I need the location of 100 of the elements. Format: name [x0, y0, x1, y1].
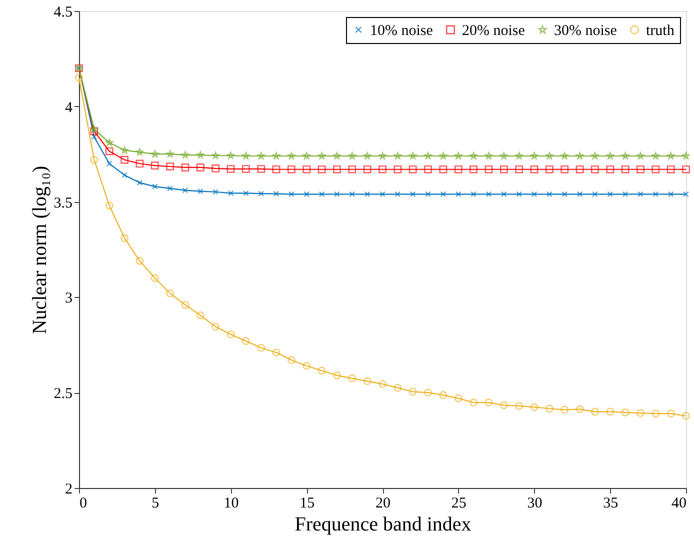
- point: [105, 202, 114, 210]
- point: [91, 134, 98, 140]
- point: [546, 152, 554, 160]
- legend-label: 20% noise: [462, 22, 526, 39]
- point: [394, 152, 402, 160]
- point: [486, 191, 492, 198]
- legend-label: 30% noise: [554, 22, 618, 39]
- point: [334, 191, 340, 198]
- point: [515, 152, 523, 160]
- point: [652, 410, 660, 418]
- x-tick-label: 35: [603, 496, 618, 512]
- point: [212, 188, 218, 195]
- point: [683, 191, 689, 198]
- point: [318, 366, 326, 375]
- point: [166, 150, 174, 158]
- point: [120, 234, 128, 242]
- point: [682, 412, 690, 420]
- point: [288, 191, 294, 198]
- point: [90, 127, 98, 136]
- point: [424, 165, 432, 174]
- point: [606, 152, 614, 160]
- point: [515, 165, 523, 174]
- point: [591, 152, 599, 160]
- point: [212, 152, 220, 159]
- point: [288, 165, 296, 174]
- y-tick-label: 2: [65, 482, 72, 498]
- point: [318, 152, 326, 160]
- point: [439, 165, 448, 174]
- point: [166, 162, 174, 170]
- point: [198, 188, 204, 194]
- point: [470, 152, 478, 160]
- point: [226, 165, 235, 173]
- point: [212, 164, 220, 172]
- point: [546, 191, 552, 198]
- point: [106, 138, 114, 146]
- point: [470, 398, 478, 406]
- point: [484, 152, 492, 160]
- point: [304, 191, 310, 198]
- point: [454, 394, 462, 402]
- point: [257, 165, 266, 173]
- point: [181, 151, 189, 158]
- point: [152, 184, 158, 190]
- point: [378, 152, 386, 160]
- point: [257, 152, 265, 160]
- point: [167, 186, 173, 192]
- point: [318, 191, 325, 198]
- x-tick-label: 5: [152, 496, 160, 512]
- point: [484, 398, 493, 406]
- point: [682, 165, 690, 174]
- point: [257, 344, 266, 352]
- point: [530, 403, 538, 411]
- point: [576, 152, 584, 160]
- point: [636, 409, 644, 417]
- point: [560, 152, 568, 160]
- point: [682, 152, 690, 160]
- x-tick-label: 40: [672, 496, 686, 512]
- point: [394, 384, 402, 392]
- point: [500, 401, 508, 410]
- point: [454, 152, 462, 160]
- y-tick-label: 2.5: [54, 386, 72, 402]
- point: [348, 165, 356, 174]
- point: [348, 152, 356, 160]
- point: [606, 408, 614, 416]
- y-tick-label: 4.5: [54, 4, 72, 20]
- point: [363, 165, 372, 174]
- point: [546, 165, 554, 174]
- x-tick-label: 0: [80, 496, 87, 512]
- y-axis-title: Nuclear norm (log₁₀): [28, 166, 51, 334]
- point: [151, 150, 159, 158]
- point: [242, 337, 250, 345]
- x-tick-label: 30: [527, 496, 542, 512]
- point: [621, 165, 630, 174]
- point: [333, 372, 341, 380]
- point: [349, 191, 356, 198]
- y-tick-label: 3.5: [54, 195, 72, 212]
- point: [242, 165, 250, 173]
- point: [440, 191, 446, 198]
- point: [501, 191, 507, 198]
- point: [302, 165, 311, 174]
- point: [666, 410, 675, 418]
- point: [470, 165, 478, 174]
- point: [150, 274, 159, 282]
- point: [378, 165, 386, 174]
- point: [530, 165, 538, 174]
- point: [439, 152, 447, 160]
- point: [196, 151, 204, 158]
- point: [181, 164, 190, 172]
- point: [484, 165, 493, 174]
- point: [380, 191, 386, 198]
- point: [226, 330, 235, 338]
- legend-label: truth: [646, 22, 675, 39]
- point: [667, 152, 675, 160]
- point: [243, 190, 249, 196]
- point: [122, 172, 128, 178]
- point: [576, 405, 584, 414]
- point: [288, 356, 296, 364]
- point: [439, 391, 448, 399]
- point: [258, 190, 264, 196]
- point: [182, 187, 188, 194]
- point: [560, 165, 569, 174]
